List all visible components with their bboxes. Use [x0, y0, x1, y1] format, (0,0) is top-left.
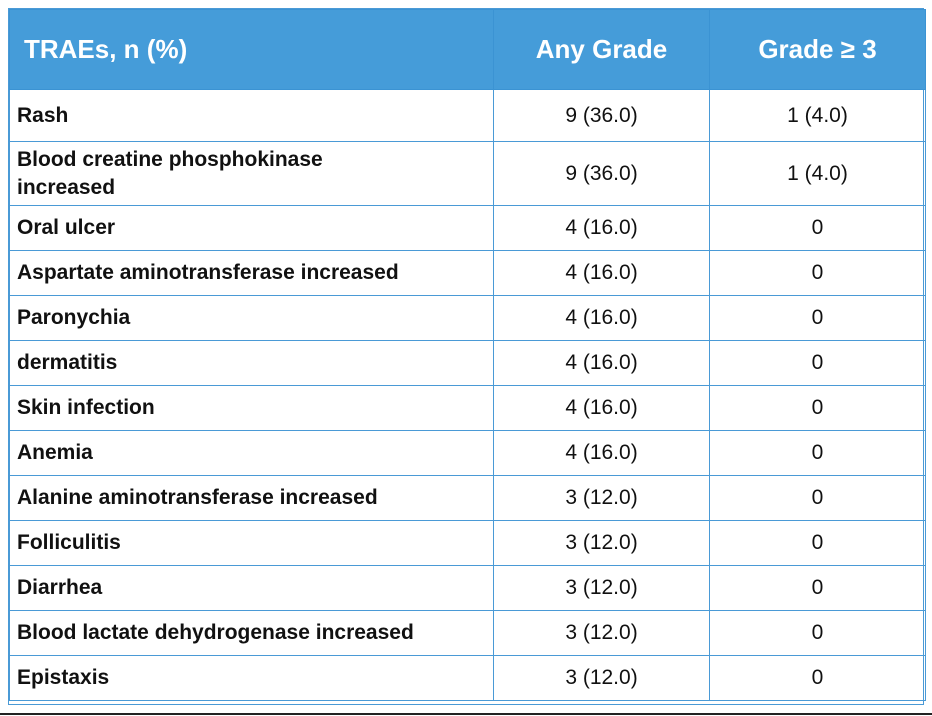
event-name: Paronychia — [9, 295, 494, 341]
grade3-value: 1 (4.0) — [709, 89, 926, 142]
table-row: Diarrhea 3 (12.0) 0 — [9, 565, 926, 611]
grade3-value: 1 (4.0) — [709, 141, 926, 206]
event-name: Alanine aminotransferase increased — [9, 475, 494, 521]
table-row: Anemia 4 (16.0) 0 — [9, 430, 926, 476]
any-grade-value: 9 (36.0) — [493, 89, 710, 142]
trae-table-container: TRAEs, n (%) Any Grade Grade ≥ 3 Rash 9 … — [8, 8, 926, 705]
any-grade-value: 4 (16.0) — [493, 295, 710, 341]
header-any-grade: Any Grade — [493, 9, 710, 90]
event-name: Rash — [9, 89, 494, 142]
table-row: dermatitis 4 (16.0) 0 — [9, 340, 926, 386]
table-row: Blood lactate dehydrogenase increased 3 … — [9, 610, 926, 656]
grade3-value: 0 — [709, 565, 926, 611]
any-grade-value: 9 (36.0) — [493, 141, 710, 206]
grade3-value: 0 — [709, 430, 926, 476]
any-grade-value: 3 (12.0) — [493, 565, 710, 611]
grade3-value: 0 — [709, 610, 926, 656]
event-name: Aspartate aminotransferase increased — [9, 250, 494, 296]
grade3-value: 0 — [709, 340, 926, 386]
any-grade-value: 4 (16.0) — [493, 205, 710, 251]
header-grade-3: Grade ≥ 3 — [709, 9, 926, 90]
event-name: Skin infection — [9, 385, 494, 431]
header-row: TRAEs, n (%) Any Grade Grade ≥ 3 — [9, 9, 926, 90]
table-row: Rash 9 (36.0) 1 (4.0) — [9, 89, 926, 142]
any-grade-value: 3 (12.0) — [493, 520, 710, 566]
event-name: Epistaxis — [9, 655, 494, 701]
grade3-value: 0 — [709, 655, 926, 701]
grade3-value: 0 — [709, 295, 926, 341]
any-grade-value: 3 (12.0) — [493, 475, 710, 521]
table-row: Oral ulcer 4 (16.0) 0 — [9, 205, 926, 251]
grade3-value: 0 — [709, 250, 926, 296]
table-row: Aspartate aminotransferase increased 4 (… — [9, 250, 926, 296]
grade3-value: 0 — [709, 385, 926, 431]
any-grade-value: 3 (12.0) — [493, 610, 710, 656]
event-name: Anemia — [9, 430, 494, 476]
trae-table: TRAEs, n (%) Any Grade Grade ≥ 3 Rash 9 … — [9, 9, 926, 701]
event-name: Diarrhea — [9, 565, 494, 611]
any-grade-value: 4 (16.0) — [493, 250, 710, 296]
table-row: Skin infection 4 (16.0) 0 — [9, 385, 926, 431]
table-row: Alanine aminotransferase increased 3 (12… — [9, 475, 926, 521]
any-grade-value: 4 (16.0) — [493, 385, 710, 431]
grade3-value: 0 — [709, 475, 926, 521]
table-row: Paronychia 4 (16.0) 0 — [9, 295, 926, 341]
grade3-value: 0 — [709, 205, 926, 251]
table-row: Blood creatine phosphokinase increased 9… — [9, 141, 926, 206]
any-grade-value: 4 (16.0) — [493, 340, 710, 386]
event-name: Blood lactate dehydrogenase increased — [9, 610, 494, 656]
event-name: Folliculitis — [9, 520, 494, 566]
event-name: Blood creatine phosphokinase increased — [9, 141, 494, 206]
any-grade-value: 4 (16.0) — [493, 430, 710, 476]
event-name: dermatitis — [9, 340, 494, 386]
bottom-divider — [0, 713, 932, 715]
grade3-value: 0 — [709, 520, 926, 566]
table-row: Folliculitis 3 (12.0) 0 — [9, 520, 926, 566]
table-header: TRAEs, n (%) Any Grade Grade ≥ 3 — [9, 9, 926, 90]
event-name: Oral ulcer — [9, 205, 494, 251]
any-grade-value: 3 (12.0) — [493, 655, 710, 701]
table-row: Epistaxis 3 (12.0) 0 — [9, 655, 926, 701]
table-body: Rash 9 (36.0) 1 (4.0) Blood creatine pho… — [9, 89, 926, 701]
header-traes: TRAEs, n (%) — [9, 9, 494, 90]
